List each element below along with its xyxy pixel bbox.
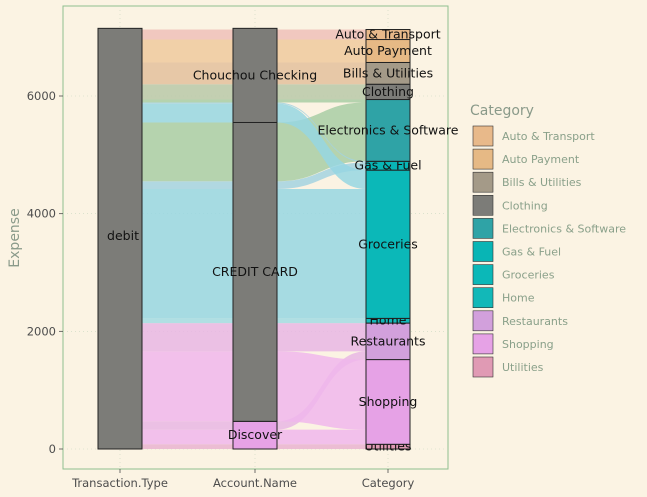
flow-clothing-right [277, 84, 366, 100]
flow-clothing-left [142, 84, 233, 100]
stratum-bills-utilities-label: Bills & Utilities [343, 65, 433, 80]
legend-label-auto-payment: Auto Payment [502, 153, 580, 166]
flow-auto-payment-left [142, 39, 233, 63]
x-tick-label: Transaction.Type [71, 476, 168, 490]
flow-groceries-right [277, 188, 366, 319]
stratum-shopping [365, 359, 411, 445]
legend-title: Category [470, 103, 534, 119]
stratum-credit-card [232, 121, 278, 422]
flow-restaurants-left [142, 421, 233, 430]
stratum-auto-transport-label: Auto & Transport [335, 27, 440, 42]
y-tick-label: 4000 [27, 207, 56, 221]
flow-groceries-left [142, 188, 233, 319]
flow-electronics-software-left [142, 122, 233, 182]
axes: 0 2000 4000 6000 Transaction.Type Account.Nam… [7, 89, 414, 490]
legend-swatch-auto-transport [472, 125, 494, 147]
stratum-shopping-label: Shopping [359, 394, 418, 409]
stratum-groceries-label: Groceries [358, 236, 418, 251]
y-axis-title: Expense [7, 208, 23, 267]
flow-shopping-left [142, 351, 233, 422]
legend-label-bills-utilities: Bills & Utilities [502, 176, 582, 189]
legend-swatch-auto-payment [472, 148, 494, 170]
flow-groceries-right [277, 103, 366, 189]
flow-electronics-software-left [142, 99, 233, 103]
flow-gas-fuel-left [142, 102, 233, 104]
legend-label-restaurants: Restaurants [502, 315, 568, 328]
legend-label-shopping: Shopping [502, 338, 554, 351]
flow-gas-fuel-right [277, 102, 366, 163]
flow-ribbons [142, 29, 366, 449]
stratum-chouchou-checking-label: Chouchou Checking [193, 67, 317, 82]
legend-swatch-bills-utilities [472, 171, 494, 193]
flow-home-left [142, 318, 233, 324]
legend-swatch-groceries [472, 264, 494, 285]
legend-label-gas-fuel: Gas & Fuel [502, 246, 561, 259]
stratum-debit [97, 27, 143, 450]
legend-swatch-clothing [472, 195, 494, 216]
flow-auto-payment-right [277, 39, 366, 63]
flow-utilities-right [277, 444, 366, 449]
flow-auto-transport-right [277, 29, 366, 40]
legend-swatch-electronics-software [472, 218, 494, 239]
stratum-discover [232, 420, 278, 450]
legend-label-home: Home [502, 292, 535, 305]
legend-label-utilities: Utilities [502, 361, 544, 374]
flow-shopping-right [277, 351, 366, 430]
flow-utilities-left [142, 444, 233, 449]
stratum-chouchou-checking [232, 27, 278, 123]
legend-swatch-gas-fuel [472, 241, 494, 262]
flow-restaurants-right [277, 323, 366, 352]
stratum-restaurants-label: Restaurants [351, 333, 426, 348]
flow-auto-transport-left [142, 29, 233, 40]
y-tick-label: 6000 [27, 89, 56, 103]
strata: debit Discover CREDIT CARD Chouchou Checkin… [97, 27, 459, 454]
x-tick-label: Account.Name [213, 476, 297, 490]
legend-swatch-restaurants [472, 310, 494, 332]
stratum-clothing-label: Clothing [362, 84, 414, 99]
flow-restaurants-left [142, 323, 233, 352]
legend-swatch-utilities [472, 356, 494, 378]
stratum-discover-label: Discover [228, 427, 283, 442]
x-tick-label: Category [362, 476, 415, 490]
flow-bills-utilities-right [277, 62, 366, 85]
flow-shopping-right [277, 429, 366, 445]
stratum-debit-label: debit [107, 228, 139, 243]
flow-bills-utilities-left [142, 62, 233, 85]
flow-gas-fuel-left [142, 181, 233, 189]
legend-label-clothing: Clothing [502, 199, 548, 212]
legend-label-auto-transport: Auto & Transport [502, 130, 595, 143]
stratum-auto-transport [365, 29, 411, 41]
stratum-groceries [365, 169, 411, 319]
flow-shopping-left [142, 429, 233, 445]
flow-groceries-left [142, 103, 233, 123]
legend-swatch-home [472, 287, 494, 309]
y-tick-label: 0 [49, 442, 56, 456]
stratum-credit-card-label: CREDIT CARD [212, 264, 298, 279]
legend-swatch-shopping [472, 333, 494, 355]
stratum-electronics-software-label: Electronics & Software [318, 122, 459, 137]
flow-electronics-software-right [277, 99, 366, 103]
legend: Category Auto & Transport Auto Payment Bill… [470, 103, 626, 378]
legend-label-groceries: Groceries [502, 269, 555, 282]
stratum-auto-payment-label: Auto Payment [344, 43, 432, 58]
y-tick-label: 2000 [27, 324, 56, 338]
flow-home-right [277, 318, 366, 324]
legend-label-electronics-software: Electronics & Software [502, 222, 626, 235]
